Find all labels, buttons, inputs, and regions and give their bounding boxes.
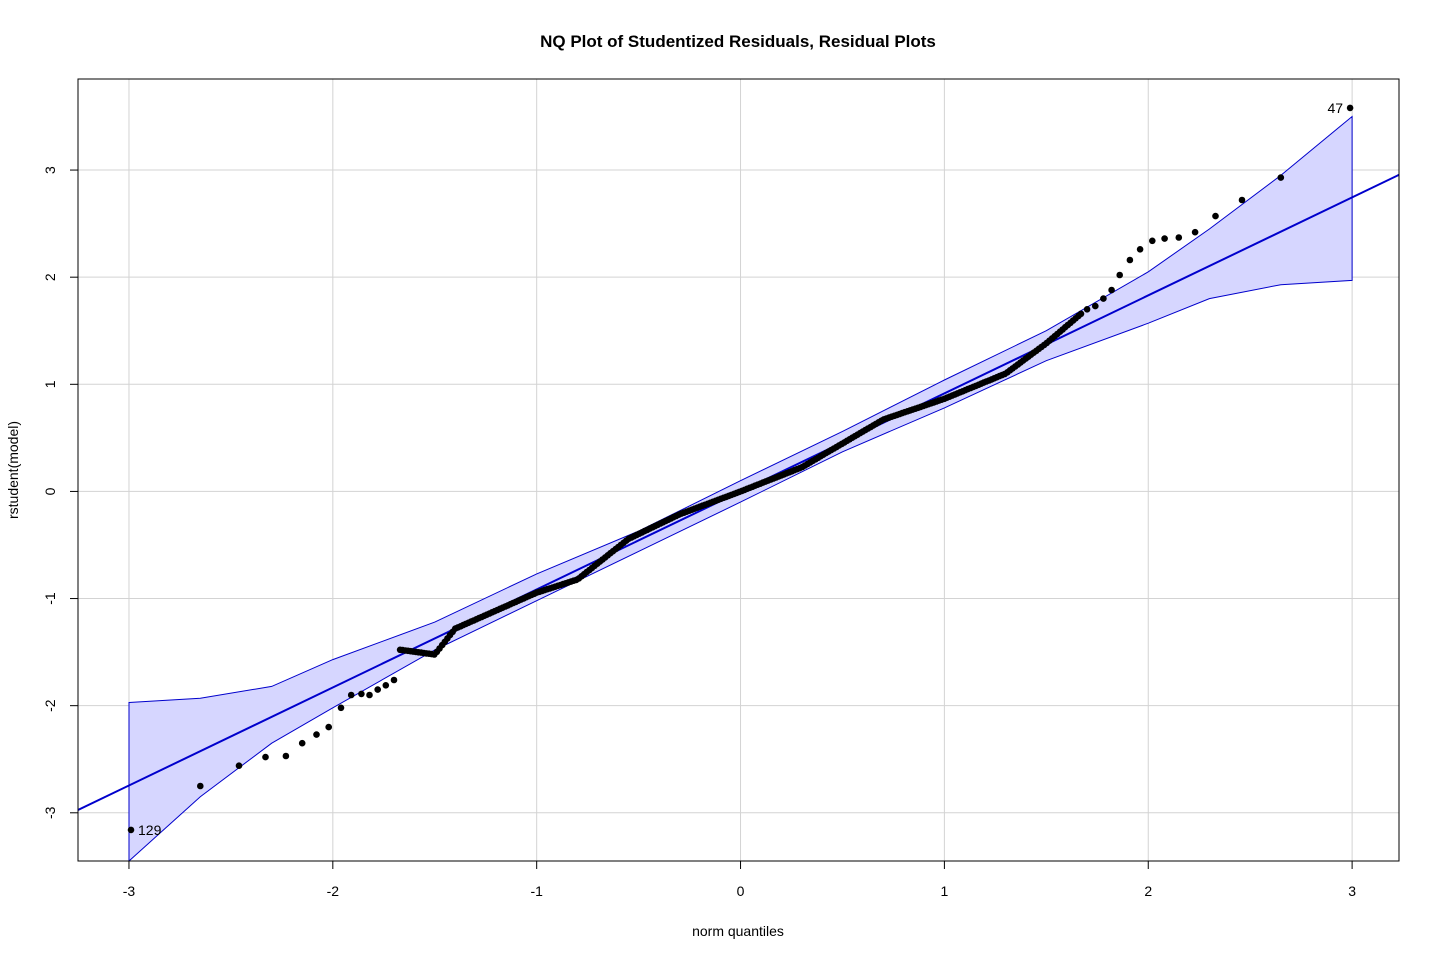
data-point-14: [390, 676, 398, 684]
data-point-29: [1346, 104, 1354, 112]
data-point-28: [1277, 174, 1285, 181]
x-axis-label: norm quantiles: [692, 923, 784, 939]
plot-area: -3 -2 -1 0 1 2 3 -3 -2 -1 0 1 2 3 47 129: [42, 78, 1400, 899]
data-point-4: [282, 752, 290, 760]
data-point-11: [366, 691, 373, 699]
data-point-19: [1116, 271, 1123, 279]
data-points: [127, 104, 1354, 834]
data-point-17: [1100, 295, 1107, 302]
x-tick-label-0: -3: [123, 883, 136, 899]
plot-clipped-group: [78, 104, 1399, 861]
plot-frame: [77, 78, 1400, 862]
y-tick-label-2: -1: [42, 592, 58, 605]
x-tick-label-4: 1: [940, 883, 948, 899]
data-point-8: [337, 704, 345, 712]
data-point-12: [374, 686, 382, 693]
data-point-5: [298, 739, 306, 747]
point-label-129: 129: [138, 822, 162, 838]
data-point-289: [1077, 310, 1085, 318]
y-tick-label-5: 2: [42, 273, 58, 281]
point-label-47: 47: [1327, 100, 1343, 116]
data-point-24: [1175, 234, 1183, 241]
y-tick-label-1: -2: [42, 699, 58, 712]
y-tick-label-6: 3: [42, 166, 58, 174]
grid-lines: [78, 79, 1399, 861]
data-point-23: [1161, 235, 1168, 242]
x-axis: -3 -2 -1 0 1 2 3: [123, 861, 1356, 899]
x-tick-label-5: 2: [1144, 883, 1152, 899]
data-point-0: [127, 826, 135, 834]
data-point-1: [197, 782, 204, 790]
data-point-25: [1191, 228, 1199, 236]
y-tick-label-4: 1: [42, 380, 58, 388]
data-point-13: [382, 682, 390, 689]
x-tick-label-6: 3: [1348, 883, 1356, 899]
x-tick-label-3: 0: [737, 883, 745, 899]
y-axis-label: rstudent(model): [5, 421, 21, 519]
data-point-18: [1108, 286, 1115, 294]
y-axis: -3 -2 -1 0 1 2 3: [42, 166, 78, 819]
data-point-21: [1136, 246, 1144, 253]
data-point-2: [235, 762, 243, 769]
data-point-15: [1083, 306, 1091, 313]
data-point-6: [313, 731, 320, 738]
data-point-27: [1238, 196, 1246, 204]
point-labels: 47 129: [138, 100, 1343, 838]
y-tick-label-3: 0: [42, 487, 58, 495]
data-point-22: [1149, 237, 1156, 245]
x-tick-label-2: -1: [530, 883, 543, 899]
data-point-7: [325, 723, 333, 731]
y-tick-label-0: -3: [42, 806, 58, 819]
data-point-10: [358, 690, 365, 698]
data-point-16: [1092, 302, 1099, 310]
data-point-9: [347, 691, 355, 699]
data-point-26: [1212, 212, 1219, 220]
chart-title: NQ Plot of Studentized Residuals, Residu…: [540, 32, 936, 51]
data-point-3: [262, 753, 269, 761]
data-point-20: [1126, 256, 1134, 264]
x-tick-label-1: -2: [327, 883, 340, 899]
